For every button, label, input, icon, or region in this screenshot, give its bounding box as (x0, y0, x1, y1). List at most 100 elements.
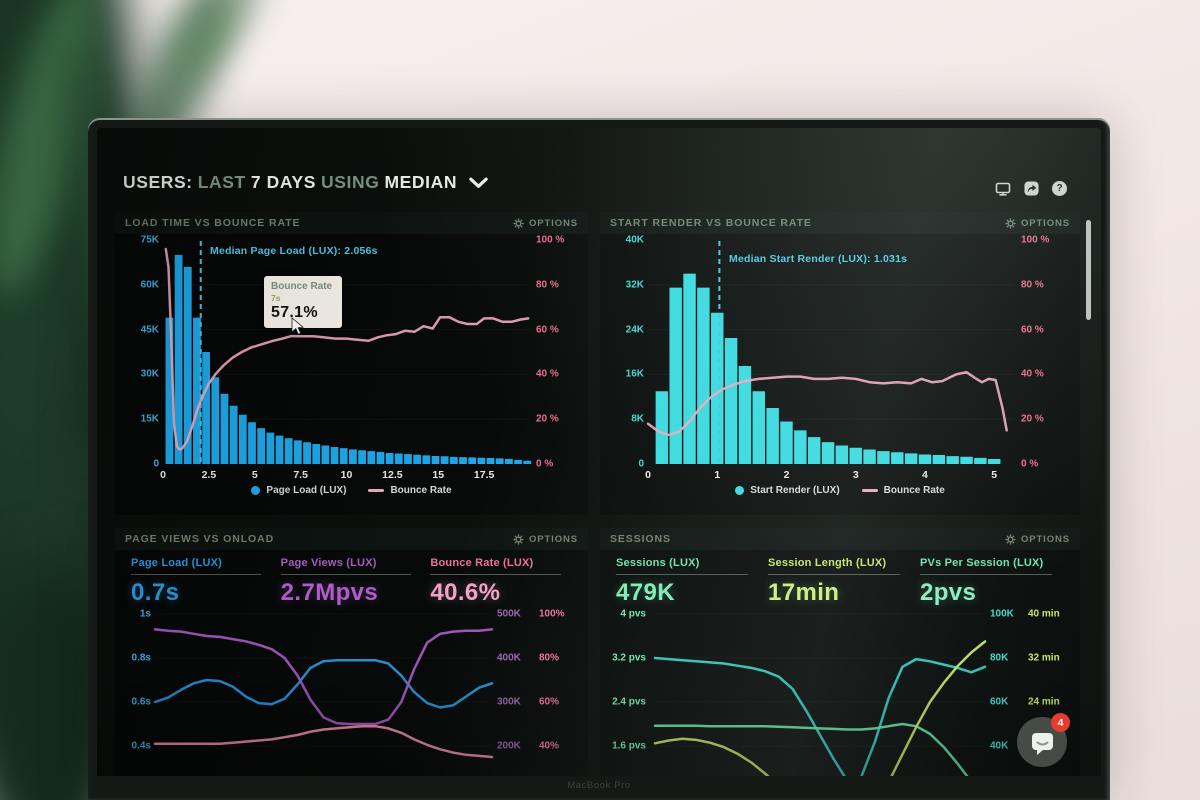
mouse-cursor (291, 317, 304, 335)
median-line-label: Median Page Load (LUX): 2.056s (210, 245, 378, 257)
axis-tick-label: 40K (990, 740, 1009, 752)
legend-label: Page Load (LUX) (266, 485, 347, 496)
metric-bounce-rate[interactable]: Bounce Rate (LUX) 40.6% (430, 557, 572, 606)
help-glyph: ? (1052, 181, 1067, 196)
metric-value: 2pvs (920, 579, 977, 606)
metric-value: 40.6% (430, 579, 501, 606)
axis-tick-label: 15 (432, 469, 445, 481)
load-time-chart[interactable] (163, 240, 532, 464)
laptop-brand-text: MacBook Pro (567, 780, 631, 791)
axis-tick-label: 300K (497, 696, 521, 708)
median-line-label: Median Start Render (LUX): 1.031s (729, 253, 908, 265)
page-views-chart[interactable] (153, 606, 494, 776)
axis-tick-label: 100% (539, 608, 565, 620)
axis-tick-label: 17.5 (473, 469, 495, 481)
tooltip-x-value: 7s (271, 293, 281, 303)
axis-tick-label: 0.4s (131, 740, 151, 752)
filter-aggregation: MEDIAN (384, 172, 458, 192)
axis-tick-label: 0.8s (131, 652, 151, 664)
dashboard-filter-dropdown[interactable]: USERS: LAST 7 DAYS USING MEDIAN (123, 172, 488, 193)
legend-item[interactable]: Page Load (LUX) (251, 485, 346, 496)
help-icon[interactable]: ? (1052, 181, 1067, 196)
axis-tick-label: 5 (251, 469, 258, 481)
axis-tick-label: 0 (638, 458, 644, 470)
options-label: OPTIONS (528, 217, 578, 229)
axis-tick-label: 0 % (1021, 458, 1039, 470)
y-axis-left: 1s 0.8s 0.6s 0.4s (115, 606, 151, 776)
filter-range-word: LAST (197, 172, 246, 192)
metric-label: Bounce Rate (LUX) (430, 557, 534, 569)
legend-label: Start Render (LUX) (750, 485, 840, 496)
gear-icon (1005, 533, 1016, 545)
metric-page-load[interactable]: Page Load (LUX) 0.7s (131, 557, 273, 606)
metric-label: Session Length (LUX) (768, 557, 887, 569)
options-label: OPTIONS (1020, 217, 1070, 229)
chart-legend: Start Render (LUX) Bounce Rate (600, 485, 1080, 496)
axis-tick-label: 40K (625, 234, 644, 246)
axis-tick-label: 4 pvs (620, 608, 646, 620)
axis-tick-label: 45K (140, 324, 159, 336)
scrollbar[interactable] (1086, 220, 1091, 320)
legend-item[interactable]: Bounce Rate (368, 485, 452, 496)
display-icon[interactable] (995, 182, 1011, 196)
options-button[interactable]: OPTIONS (1005, 534, 1070, 545)
options-button[interactable]: OPTIONS (513, 218, 578, 229)
share-icon[interactable] (1024, 181, 1039, 196)
axis-tick-label: 12.5 (382, 469, 403, 481)
chart-tooltip: Bounce Rate 7s 57.1% (264, 276, 342, 328)
axis-tick-label: 32 min (1028, 652, 1060, 664)
series-dot-icon (735, 486, 745, 495)
metric-label: PVs Per Session (LUX) (920, 557, 1044, 569)
x-axis: 0 2.5 5 7.5 10 12.5 15 17.5 (160, 469, 530, 482)
tooltip-value: 57.1% (271, 304, 318, 321)
axis-tick-label: 500K (497, 608, 521, 620)
sessions-chart[interactable] (653, 606, 987, 776)
axis-tick-label: 1s (139, 608, 151, 620)
metric-value: 479K (616, 579, 675, 606)
axis-tick-label: 80 % (1021, 279, 1044, 291)
axis-tick-label: 2 (783, 469, 790, 481)
legend-label: Bounce Rate (390, 485, 452, 496)
axis-tick-label: 7.5 (293, 469, 308, 481)
x-axis: 0 1 2 3 4 5 (645, 469, 1015, 482)
metric-pvs-per-session[interactable]: PVs Per Session (LUX) 2pvs (920, 557, 1064, 606)
filter-using-word: USING (321, 172, 380, 192)
axis-tick-label: 80% (539, 652, 560, 664)
metric-value: 17min (768, 579, 840, 606)
panel-title: SESSIONS (610, 533, 671, 545)
y-axis-left: 75K 60K 45K 30K 15K 0 (119, 235, 159, 470)
legend-item[interactable]: Bounce Rate (861, 485, 945, 496)
metric-label: Page Views (LUX) (280, 557, 377, 569)
metric-value: 0.7s (131, 579, 180, 606)
metric-sessions[interactable]: Sessions (LUX) 479K (616, 557, 760, 606)
axis-tick-label: 20 % (536, 413, 559, 425)
legend-item[interactable]: Start Render (LUX) (735, 485, 840, 496)
axis-tick-label: 20 % (1021, 413, 1044, 425)
axis-tick-label: 32K (625, 279, 644, 291)
axis-tick-label: 100K (990, 608, 1014, 620)
chevron-down-icon (469, 177, 488, 188)
axis-tick-label: 3 (852, 469, 859, 481)
panel-load-time: LOAD TIME VS BOUNCE RATE OPTIONS 75K 60K 4… (115, 212, 588, 515)
axis-tick-label: 60K (990, 696, 1009, 708)
axis-tick-label: 24 min (1028, 696, 1060, 708)
options-button[interactable]: OPTIONS (513, 534, 578, 545)
metric-page-views[interactable]: Page Views (LUX) 2.7Mpvs (280, 557, 423, 606)
options-button[interactable]: OPTIONS (1005, 218, 1070, 229)
axis-tick-label: 100 % (536, 234, 565, 246)
metric-value: 2.7Mpvs (280, 579, 379, 606)
start-render-chart[interactable] (646, 240, 1015, 464)
filter-days: 7 DAYS (250, 172, 317, 192)
axis-tick-label: 24K (625, 324, 644, 336)
axis-tick-label: 0 (160, 469, 166, 481)
axis-tick-label: 3.2 pvs (612, 652, 646, 664)
metric-divider (430, 574, 561, 575)
gear-icon (513, 533, 524, 545)
laptop: USERS: LAST 7 DAYS USING MEDIAN ? LOAD TIME … (88, 118, 1110, 800)
metric-label: Sessions (LUX) (616, 557, 700, 569)
chat-widget-button[interactable]: 4 (1017, 713, 1070, 767)
panel-start-render: START RENDER VS BOUNCE RATE OPTIONS 40K 3… (600, 212, 1080, 515)
metric-session-length[interactable]: Session Length (LUX) 17min (768, 557, 912, 606)
axis-tick-label: 60 % (1021, 324, 1044, 336)
metric-row: Sessions (LUX) 479K Session Length (LUX)… (600, 550, 1080, 606)
